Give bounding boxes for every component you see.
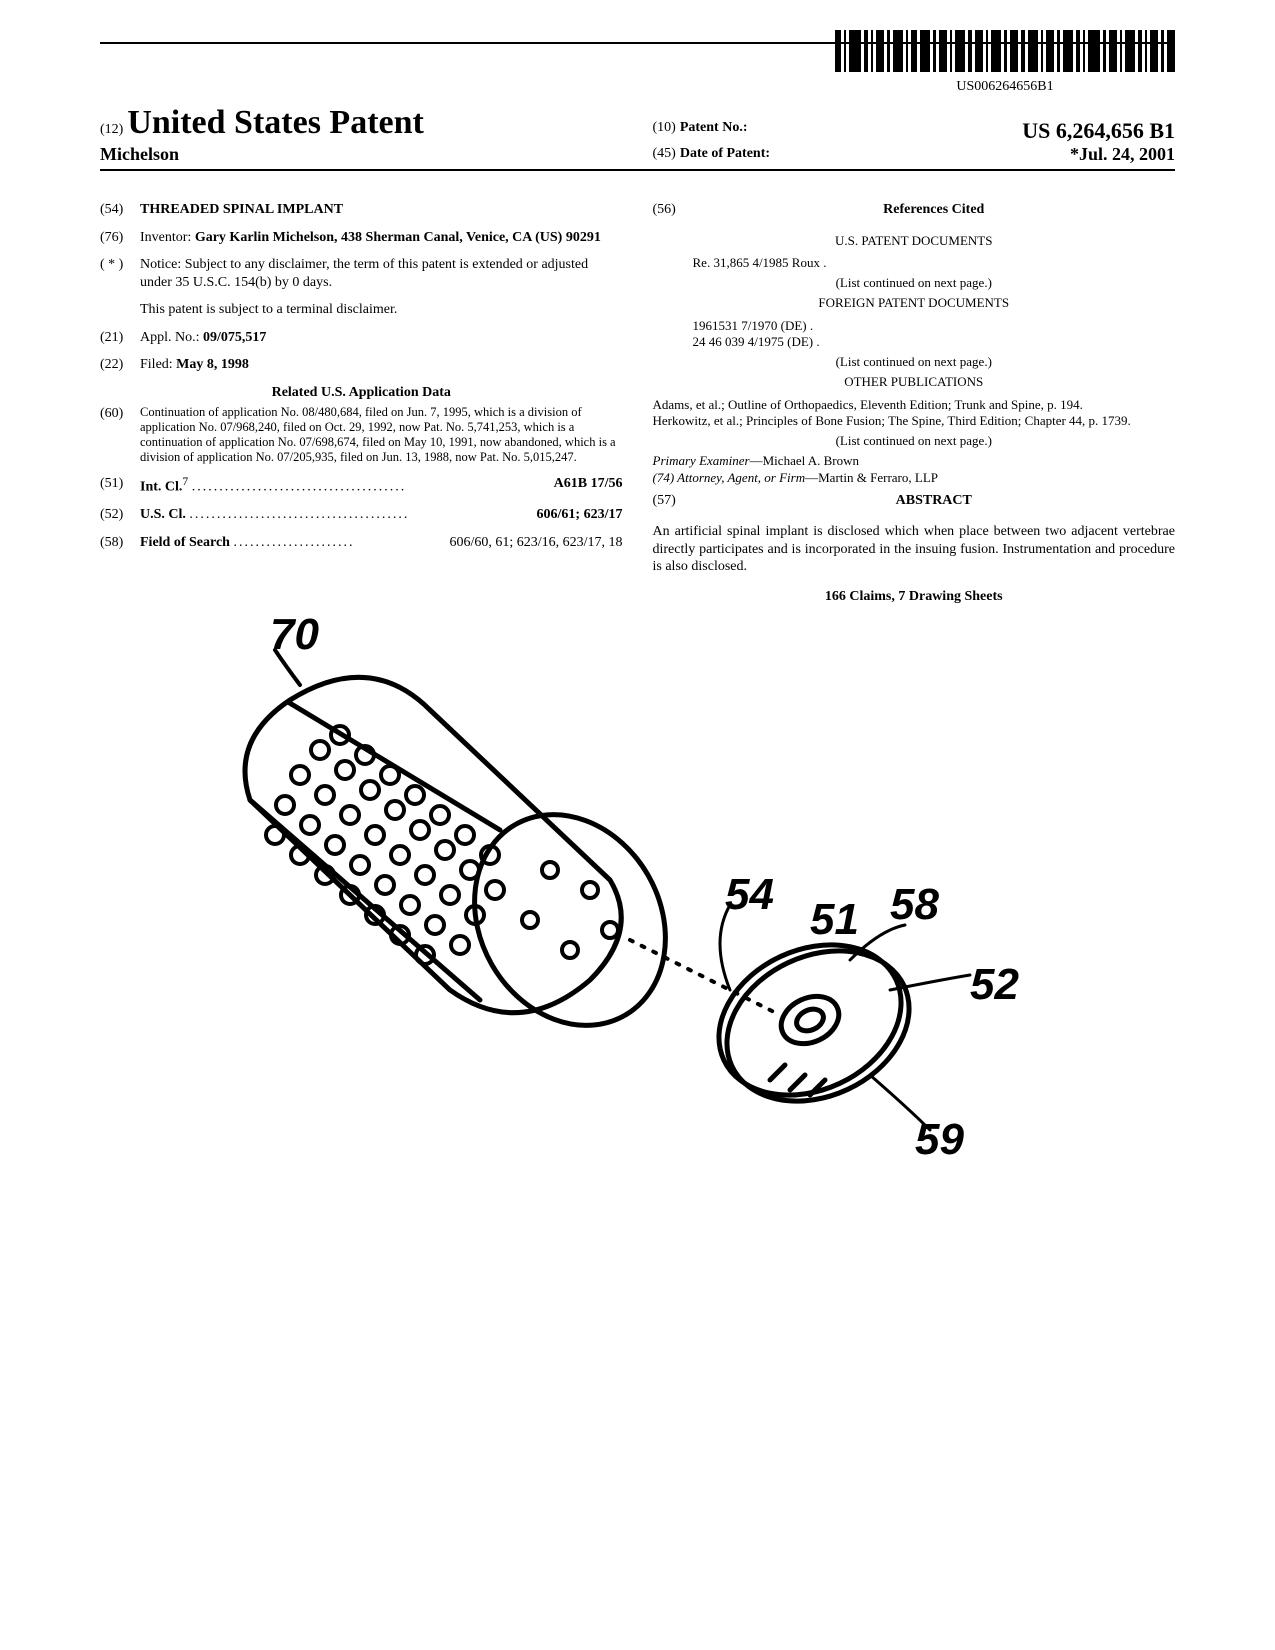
patent-type-prefix: (12) xyxy=(100,122,123,137)
inventor-text: Gary Karlin Michelson, 438 Sherman Canal… xyxy=(195,230,601,245)
patent-no-label: Patent No.: xyxy=(680,120,748,135)
filed-label: Filed: xyxy=(140,357,173,372)
abstract-text: An artificial spinal implant is disclose… xyxy=(653,523,1176,576)
abstract-code: (57) xyxy=(653,492,693,514)
examiner: —Michael A. Brown xyxy=(750,453,859,468)
attorney-label: (74) Attorney, Agent, or Firm xyxy=(653,470,806,485)
uscl-code: (52) xyxy=(100,506,140,524)
label-52: 52 xyxy=(970,960,1019,1010)
abstract-title: ABSTRACT xyxy=(693,492,1176,510)
fos-label: Field of Search xyxy=(140,535,230,550)
uscl-val: 606/61; 623/17 xyxy=(537,506,623,524)
patent-figure: 70 54 51 58 52 59 xyxy=(170,620,1070,1180)
body-columns: (54) THREADED SPINAL IMPLANT (76) Invent… xyxy=(100,201,1175,605)
fos-val: 606/60, 61; 623/16, 623/17, 18 xyxy=(449,534,622,552)
notice-label: Notice: xyxy=(140,257,181,272)
continued-3: (List continued on next page.) xyxy=(653,433,1176,449)
intcl-label: Int. Cl. xyxy=(140,480,182,495)
label-59: 59 xyxy=(915,1115,964,1165)
appl-code: (21) xyxy=(100,329,140,347)
related-code: (60) xyxy=(100,405,140,465)
date-label: Date of Patent: xyxy=(680,146,770,161)
examiner-label: Primary Examiner xyxy=(653,453,750,468)
us-docs-title: U.S. PATENT DOCUMENTS xyxy=(653,233,1176,249)
notice-code: ( * ) xyxy=(100,256,140,319)
barcode-number: US006264656B1 xyxy=(835,79,1175,95)
notice-text-2: This patent is subject to a terminal dis… xyxy=(140,301,623,319)
left-column: (54) THREADED SPINAL IMPLANT (76) Invent… xyxy=(100,201,623,605)
refs-code: (56) xyxy=(653,201,693,223)
pub-1: Adams, et al.; Outline of Orthopaedics, … xyxy=(653,397,1176,413)
patent-no-prefix: (10) xyxy=(653,120,676,135)
appl-label: Appl. No.: xyxy=(140,330,200,345)
foreign-docs-title: FOREIGN PATENT DOCUMENTS xyxy=(653,295,1176,311)
inventor-code: (76) xyxy=(100,229,140,247)
continued-2: (List continued on next page.) xyxy=(653,354,1176,370)
date-of-patent: *Jul. 24, 2001 xyxy=(1070,144,1175,165)
header-inventor: Michelson xyxy=(100,144,623,165)
inventor-label: Inventor: xyxy=(140,230,191,245)
header: (12) United States Patent Michelson (10)… xyxy=(100,104,1175,171)
label-58: 58 xyxy=(890,880,939,930)
attorney: —Martin & Ferraro, LLP xyxy=(805,470,938,485)
right-column: (56) References Cited U.S. PATENT DOCUME… xyxy=(653,201,1176,605)
title-code: (54) xyxy=(100,201,140,219)
patent-no: US 6,264,656 B1 xyxy=(1022,118,1175,144)
filed-date: May 8, 1998 xyxy=(176,357,249,372)
label-54: 54 xyxy=(725,870,774,920)
related-text: Continuation of application No. 08/480,6… xyxy=(140,405,623,465)
other-pubs-title: OTHER PUBLICATIONS xyxy=(653,374,1176,390)
foreign-doc-2: 24 46 039 4/1975 (DE) . xyxy=(653,334,1176,350)
patent-type: United States Patent xyxy=(127,104,424,141)
date-prefix: (45) xyxy=(653,146,676,161)
uscl-label: U.S. Cl. xyxy=(140,507,186,522)
invention-title: THREADED SPINAL IMPLANT xyxy=(140,201,623,219)
continued-1: (List continued on next page.) xyxy=(653,275,1176,291)
label-70: 70 xyxy=(270,610,319,660)
filed-code: (22) xyxy=(100,356,140,374)
intcl-code: (51) xyxy=(100,475,140,496)
barcode-block: US006264656B1 xyxy=(835,30,1175,95)
claims-line: 166 Claims, 7 Drawing Sheets xyxy=(653,588,1176,606)
related-title: Related U.S. Application Data xyxy=(100,384,623,402)
foreign-doc-1: 1961531 7/1970 (DE) . xyxy=(653,318,1176,334)
fos-code: (58) xyxy=(100,534,140,552)
intcl-val: A61B 17/56 xyxy=(554,475,623,493)
us-doc-line: Re. 31,865 4/1985 Roux . xyxy=(653,255,1176,271)
notice-text-1: Subject to any disclaimer, the term of t… xyxy=(140,257,588,290)
label-51: 51 xyxy=(810,895,859,945)
pub-2: Herkowitz, et al.; Principles of Bone Fu… xyxy=(653,413,1176,429)
appl-no: 09/075,517 xyxy=(203,330,266,345)
refs-title: References Cited xyxy=(693,201,1176,219)
intcl-sup: 7 xyxy=(182,475,188,488)
barcode-graphic xyxy=(835,30,1175,72)
